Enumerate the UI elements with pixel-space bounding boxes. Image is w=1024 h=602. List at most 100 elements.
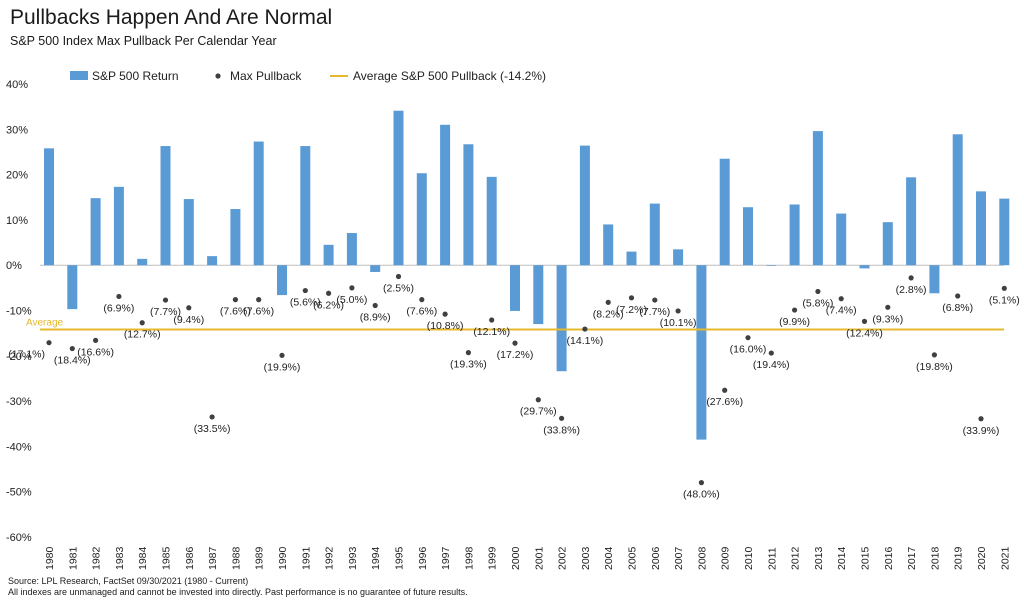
pullback-dot-1986 xyxy=(186,305,192,311)
pullback-label-1989: (7.6%) xyxy=(243,306,274,318)
bar-2017 xyxy=(906,177,917,266)
pullback-label-2007: (10.1%) xyxy=(660,317,697,329)
bar-1997 xyxy=(440,124,451,266)
x-tick-label-1993: 1993 xyxy=(347,546,359,570)
x-tick-label-2003: 2003 xyxy=(580,546,592,570)
pullback-label-1996: (7.6%) xyxy=(406,306,437,318)
pullback-dot-1998 xyxy=(465,350,471,356)
bar-2016 xyxy=(882,222,893,266)
x-tick-label-2017: 2017 xyxy=(906,546,918,570)
pullback-dot-1992 xyxy=(326,290,332,296)
x-tick-label-2001: 2001 xyxy=(533,546,545,570)
legend-label-pullback: Max Pullback xyxy=(230,69,302,83)
pullback-label-2001: (29.7%) xyxy=(520,406,557,418)
bar-2006 xyxy=(649,203,660,266)
x-tick-label-2014: 2014 xyxy=(836,546,848,570)
pullback-label-1999: (12.1%) xyxy=(473,326,510,338)
pullback-dot-2007 xyxy=(675,308,681,314)
x-tick-label-1980: 1980 xyxy=(44,546,56,570)
pullback-dot-2017 xyxy=(908,275,914,281)
pullback-label-1983: (6.9%) xyxy=(103,302,134,314)
pullback-label-2018: (19.8%) xyxy=(916,361,953,373)
y-tick-label: 30% xyxy=(6,124,28,136)
bar-2012 xyxy=(789,204,800,266)
pullback-label-1990: (19.9%) xyxy=(264,361,301,373)
pullback-label-1981: (18.4%) xyxy=(54,355,91,367)
pullback-dot-1990 xyxy=(279,352,285,358)
pullback-label-2005: (7.2%) xyxy=(616,304,647,316)
bar-2015 xyxy=(859,265,870,269)
y-tick-label: -50% xyxy=(6,487,32,499)
bar-2004 xyxy=(603,224,614,266)
pullback-dot-2015 xyxy=(861,318,868,324)
x-tick-label-2018: 2018 xyxy=(929,546,941,570)
pullback-label-2020: (33.9%) xyxy=(963,425,1000,437)
bar-1986 xyxy=(183,199,194,266)
x-tick-label-2013: 2013 xyxy=(813,546,825,570)
pullback-label-2017: (2.8%) xyxy=(896,284,927,296)
x-tick-label-2019: 2019 xyxy=(953,546,965,570)
x-tick-label-2005: 2005 xyxy=(627,546,639,570)
pullback-label-1994: (8.9%) xyxy=(360,312,391,324)
x-tick-label-1994: 1994 xyxy=(370,546,382,570)
chart-footer: Source: LPL Research, FactSet 09/30/2021… xyxy=(8,576,468,598)
pullback-label-1984: (12.7%) xyxy=(124,329,161,341)
bar-1981 xyxy=(67,265,78,310)
chart-title: Pullbacks Happen And Are Normal xyxy=(10,6,333,29)
pullback-label-1986: (9.4%) xyxy=(173,314,204,326)
x-tick-label-2020: 2020 xyxy=(976,546,988,570)
pullback-label-2009: (27.6%) xyxy=(706,396,743,408)
pullback-dot-2006 xyxy=(652,297,658,303)
pullback-dot-2008 xyxy=(698,480,705,486)
x-tick-label-1996: 1996 xyxy=(417,546,429,570)
legend-label-average: Average S&P 500 Pullback (-14.2%) xyxy=(353,69,546,83)
pullback-dot-1993 xyxy=(349,285,355,291)
bar-1984 xyxy=(137,258,148,266)
pullback-dot-2001 xyxy=(535,397,541,403)
x-tick-label-2009: 2009 xyxy=(720,546,732,570)
x-tick-label-1987: 1987 xyxy=(207,546,219,570)
x-tick-label-2015: 2015 xyxy=(860,546,872,570)
pullback-label-1988: (7.6%) xyxy=(220,306,251,318)
pullback-label-1995: (2.5%) xyxy=(383,283,414,295)
legend-dot-swatch xyxy=(215,73,221,79)
bar-1987 xyxy=(207,256,218,266)
y-tick-label: 0% xyxy=(6,260,22,272)
bar-2019 xyxy=(952,134,963,266)
x-tick-label-2016: 2016 xyxy=(883,546,895,570)
bar-2013 xyxy=(812,131,823,266)
x-tick-label-2002: 2002 xyxy=(557,546,569,570)
pullback-label-1997: (10.8%) xyxy=(427,320,464,332)
pullback-label-2021: (5.1%) xyxy=(989,294,1020,306)
y-tick-label: -10% xyxy=(6,306,32,318)
bar-1991 xyxy=(300,146,311,266)
pullback-label-2015: (12.4%) xyxy=(846,327,883,339)
x-tick-label-2004: 2004 xyxy=(603,546,615,570)
x-tick-label-2007: 2007 xyxy=(673,546,685,570)
pullback-dot-2004 xyxy=(605,299,611,305)
bar-2008 xyxy=(696,265,707,440)
x-tick-label-1999: 1999 xyxy=(487,546,499,570)
x-tick-label-1998: 1998 xyxy=(463,546,475,570)
bar-1980 xyxy=(44,148,54,266)
x-tick-label-1983: 1983 xyxy=(114,546,126,570)
y-tick-label: -20% xyxy=(6,351,32,363)
bar-1998 xyxy=(463,144,474,266)
bar-2020 xyxy=(976,191,986,266)
x-tick-label-1995: 1995 xyxy=(394,546,406,570)
pullback-dot-2014 xyxy=(838,296,844,302)
bar-2000 xyxy=(510,265,520,311)
pullback-dot-1987 xyxy=(209,414,215,420)
x-tick-label-2010: 2010 xyxy=(743,546,755,570)
x-tick-label-1997: 1997 xyxy=(440,546,452,570)
pullback-dot-1980 xyxy=(46,340,52,346)
pullback-dot-2019 xyxy=(955,293,961,299)
x-tick-label-1989: 1989 xyxy=(254,546,266,570)
pullback-label-1998: (19.3%) xyxy=(450,359,487,371)
bar-1993 xyxy=(346,233,357,266)
pullback-label-2003: (14.1%) xyxy=(567,335,604,347)
bar-2018 xyxy=(929,265,940,294)
y-tick-label: 40% xyxy=(6,79,28,91)
x-tick-label-1990: 1990 xyxy=(277,546,289,570)
